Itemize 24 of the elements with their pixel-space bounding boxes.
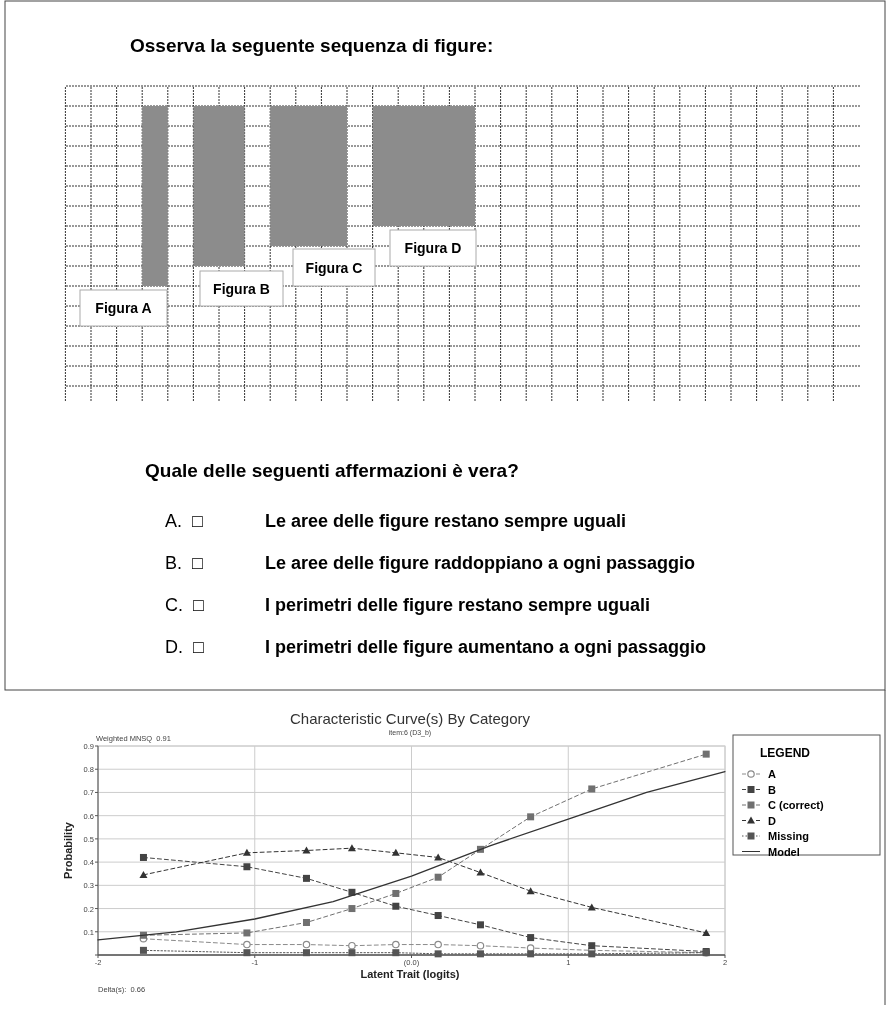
text: A. □ bbox=[165, 511, 204, 531]
legend-label: Missing bbox=[768, 830, 809, 842]
text: Figura B bbox=[213, 280, 270, 297]
legend-label: D bbox=[768, 814, 776, 827]
chart-title: Characteristic Curve(s) By Category bbox=[289, 710, 531, 727]
text: Quale delle seguenti affermazioni è vera? bbox=[145, 460, 519, 481]
legend-title: LEGEND bbox=[760, 746, 811, 760]
text: Osserva la seguente sequenza di figure: bbox=[130, 35, 494, 56]
legend-label: A bbox=[768, 768, 776, 780]
legend-label: C (correct) bbox=[768, 799, 824, 811]
y-axis-title: Probability bbox=[62, 821, 74, 879]
legend-label: Model bbox=[768, 845, 800, 858]
text: Le aree delle figure raddoppiano a ogni passaggio bbox=[265, 553, 696, 573]
text: Figura A bbox=[95, 300, 152, 316]
x-axis-title: Latent Trait (logits) bbox=[360, 968, 460, 980]
text: D. □ bbox=[165, 637, 204, 657]
text: I perimetri delle figure aumentano a ogni passaggio bbox=[265, 637, 707, 657]
text: Figura D bbox=[404, 240, 462, 256]
text: I perimetri delle figure restano sempre uguali bbox=[265, 595, 651, 615]
text: Figura C bbox=[305, 259, 363, 276]
text: C. □ bbox=[165, 595, 204, 615]
text: Le aree delle figure restano sempre uguali bbox=[265, 511, 627, 531]
legend-label: B bbox=[768, 783, 776, 796]
text: B. □ bbox=[165, 553, 204, 573]
